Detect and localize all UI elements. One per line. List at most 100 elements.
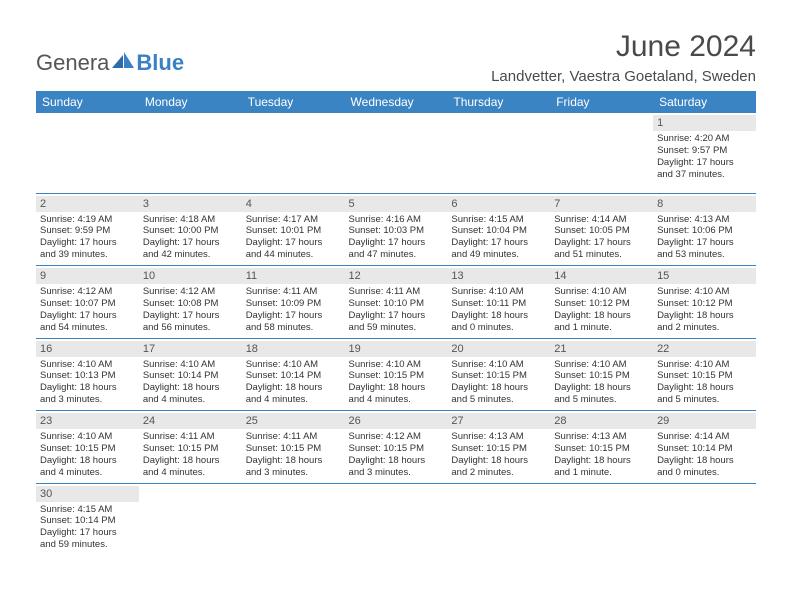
day-info: Sunrise: 4:12 AMSunset: 10:07 PMDaylight…	[40, 286, 135, 334]
day-info: Sunrise: 4:15 AMSunset: 10:14 PMDaylight…	[40, 504, 135, 552]
day-info: Sunrise: 4:10 AMSunset: 10:12 PMDaylight…	[657, 286, 752, 334]
day-info: Sunrise: 4:16 AMSunset: 10:03 PMDaylight…	[349, 214, 444, 262]
day-info: Sunrise: 4:13 AMSunset: 10:15 PMDaylight…	[451, 431, 546, 479]
day-number: 27	[447, 413, 550, 429]
calendar-cell	[550, 113, 653, 193]
calendar-cell: 17 Sunrise: 4:10 AMSunset: 10:14 PMDaylig…	[139, 338, 242, 411]
day-info: Sunrise: 4:13 AMSunset: 10:06 PMDaylight…	[657, 214, 752, 262]
calendar-cell	[653, 483, 756, 555]
day-info: Sunrise: 4:17 AMSunset: 10:01 PMDaylight…	[246, 214, 341, 262]
title-block: June 2024 Landvetter, Vaestra Goetaland,…	[491, 30, 756, 85]
weekday-header: Wednesday	[345, 91, 448, 113]
day-info: Sunrise: 4:11 AMSunset: 10:15 PMDaylight…	[143, 431, 238, 479]
day-info: Sunrise: 4:10 AMSunset: 10:13 PMDaylight…	[40, 359, 135, 407]
calendar-cell: 13Sunrise: 4:10 AMSunset: 10:11 PMDaylig…	[447, 266, 550, 339]
day-number: 19	[345, 341, 448, 357]
calendar-cell: 19Sunrise: 4:10 AMSunset: 10:15 PMDaylig…	[345, 338, 448, 411]
day-info: Sunrise: 4:18 AMSunset: 10:00 PMDaylight…	[143, 214, 238, 262]
day-number: 1	[653, 115, 756, 131]
day-number: 6	[447, 196, 550, 212]
day-info: Sunrise: 4:11 AMSunset: 10:10 PMDaylight…	[349, 286, 444, 334]
day-number: 25	[242, 413, 345, 429]
day-number: 21	[550, 341, 653, 357]
calendar-cell: 18 Sunrise: 4:10 AMSunset: 10:14 PMDaylig…	[242, 338, 345, 411]
calendar-cell: 2 Sunrise: 4:19 AMSunset: 9:59 PMDaylight…	[36, 193, 139, 266]
calendar-cell: 24 Sunrise: 4:11 AMSunset: 10:15 PMDaylig…	[139, 411, 242, 484]
weekday-header: Saturday	[653, 91, 756, 113]
day-number: 16	[36, 341, 139, 357]
weekday-header: Friday	[550, 91, 653, 113]
day-info: Sunrise: 4:20 AMSunset: 9:57 PMDaylight:…	[657, 133, 752, 181]
day-number: 29	[653, 413, 756, 429]
calendar-cell	[447, 113, 550, 193]
weekday-header: Thursday	[447, 91, 550, 113]
day-info: Sunrise: 4:19 AMSunset: 9:59 PMDaylight:…	[40, 214, 135, 262]
calendar-cell: 20 Sunrise: 4:10 AMSunset: 10:15 PMDaylig…	[447, 338, 550, 411]
calendar-cell: 10 Sunrise: 4:12 AMSunset: 10:08 PMDaylig…	[139, 266, 242, 339]
day-info: Sunrise: 4:10 AMSunset: 10:11 PMDaylight…	[451, 286, 546, 334]
day-info: Sunrise: 4:11 AMSunset: 10:09 PMDaylight…	[246, 286, 341, 334]
calendar-cell: 27 Sunrise: 4:13 AMSunset: 10:15 PMDaylig…	[447, 411, 550, 484]
day-number: 20	[447, 341, 550, 357]
calendar-cell: 22Sunrise: 4:10 AMSunset: 10:15 PMDaylig…	[653, 338, 756, 411]
calendar-cell: 1 Sunrise: 4:20 AMSunset: 9:57 PMDaylight…	[653, 113, 756, 193]
weekday-header: Sunday	[36, 91, 139, 113]
calendar-cell: 16 Sunrise: 4:10 AMSunset: 10:13 PMDaylig…	[36, 338, 139, 411]
calendar-cell: 29 Sunrise: 4:14 AMSunset: 10:14 PMDaylig…	[653, 411, 756, 484]
calendar-cell	[345, 483, 448, 555]
day-info: Sunrise: 4:13 AMSunset: 10:15 PMDaylight…	[554, 431, 649, 479]
calendar-cell: 26Sunrise: 4:12 AMSunset: 10:15 PMDaylig…	[345, 411, 448, 484]
calendar-cell: 6 Sunrise: 4:15 AMSunset: 10:04 PMDayligh…	[447, 193, 550, 266]
day-number: 10	[139, 268, 242, 284]
calendar-cell: 30 Sunrise: 4:15 AMSunset: 10:14 PMDaylig…	[36, 483, 139, 555]
calendar-cell: 11Sunrise: 4:11 AMSunset: 10:09 PMDaylig…	[242, 266, 345, 339]
day-number: 9	[36, 268, 139, 284]
calendar-cell	[139, 483, 242, 555]
day-number: 15	[653, 268, 756, 284]
day-number: 24	[139, 413, 242, 429]
calendar-cell: 3Sunrise: 4:18 AMSunset: 10:00 PMDayligh…	[139, 193, 242, 266]
calendar-cell: 5Sunrise: 4:16 AMSunset: 10:03 PMDayligh…	[345, 193, 448, 266]
day-info: Sunrise: 4:12 AMSunset: 10:08 PMDaylight…	[143, 286, 238, 334]
day-number: 30	[36, 486, 139, 502]
day-info: Sunrise: 4:14 AMSunset: 10:14 PMDaylight…	[657, 431, 752, 479]
day-number: 28	[550, 413, 653, 429]
calendar-cell	[36, 113, 139, 193]
day-number: 26	[345, 413, 448, 429]
calendar-cell	[345, 113, 448, 193]
calendar-cell	[242, 483, 345, 555]
calendar-head: SundayMondayTuesdayWednesdayThursdayFrid…	[36, 91, 756, 113]
calendar-cell: 9 Sunrise: 4:12 AMSunset: 10:07 PMDayligh…	[36, 266, 139, 339]
day-info: Sunrise: 4:10 AMSunset: 10:12 PMDaylight…	[554, 286, 649, 334]
calendar-cell: 28 Sunrise: 4:13 AMSunset: 10:15 PMDaylig…	[550, 411, 653, 484]
logo-sail-icon	[112, 50, 134, 76]
logo-text-blue: Blue	[136, 50, 184, 76]
logo: Genera Blue	[36, 50, 184, 76]
calendar-cell: 8 Sunrise: 4:13 AMSunset: 10:06 PMDayligh…	[653, 193, 756, 266]
weekday-header: Tuesday	[242, 91, 345, 113]
day-info: Sunrise: 4:10 AMSunset: 10:15 PMDaylight…	[554, 359, 649, 407]
day-number: 18	[242, 341, 345, 357]
day-number: 8	[653, 196, 756, 212]
calendar-cell: 14 Sunrise: 4:10 AMSunset: 10:12 PMDaylig…	[550, 266, 653, 339]
page-header: Genera Blue June 2024 Landvetter, Vaestr…	[36, 30, 756, 85]
location-line: Landvetter, Vaestra Goetaland, Sweden	[491, 68, 756, 85]
day-info: Sunrise: 4:10 AMSunset: 10:15 PMDaylight…	[451, 359, 546, 407]
day-number: 2	[36, 196, 139, 212]
calendar-cell	[550, 483, 653, 555]
calendar-cell: 23Sunrise: 4:10 AMSunset: 10:15 PMDaylig…	[36, 411, 139, 484]
logo-text-general: Genera	[36, 50, 109, 76]
weekday-header: Monday	[139, 91, 242, 113]
day-info: Sunrise: 4:10 AMSunset: 10:15 PMDaylight…	[40, 431, 135, 479]
day-info: Sunrise: 4:15 AMSunset: 10:04 PMDaylight…	[451, 214, 546, 262]
calendar-cell: 12 Sunrise: 4:11 AMSunset: 10:10 PMDaylig…	[345, 266, 448, 339]
calendar-cell: 21 Sunrise: 4:10 AMSunset: 10:15 PMDaylig…	[550, 338, 653, 411]
day-number: 14	[550, 268, 653, 284]
day-number: 12	[345, 268, 448, 284]
day-info: Sunrise: 4:10 AMSunset: 10:14 PMDaylight…	[143, 359, 238, 407]
calendar-body: 1 Sunrise: 4:20 AMSunset: 9:57 PMDaylight…	[36, 113, 756, 555]
calendar-cell	[139, 113, 242, 193]
day-info: Sunrise: 4:10 AMSunset: 10:14 PMDaylight…	[246, 359, 341, 407]
day-number: 17	[139, 341, 242, 357]
day-info: Sunrise: 4:14 AMSunset: 10:05 PMDaylight…	[554, 214, 649, 262]
